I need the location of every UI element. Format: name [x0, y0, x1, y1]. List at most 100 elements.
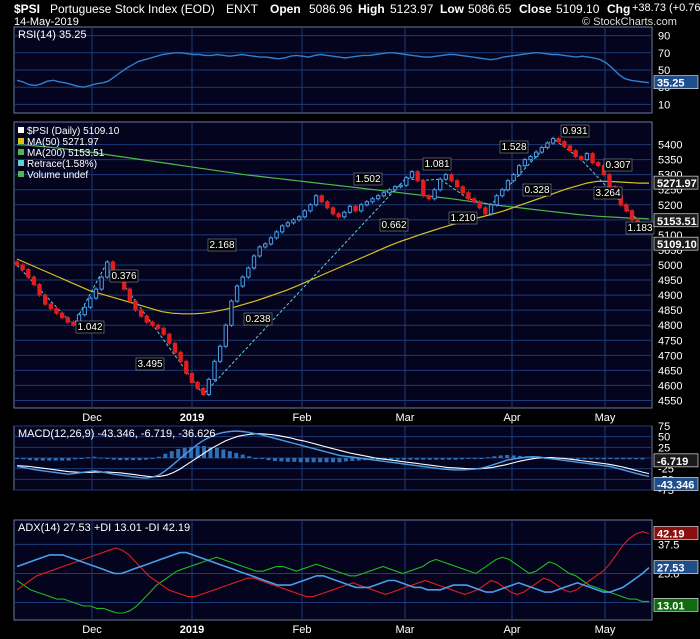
- macd-histogram-bar: [137, 458, 142, 461]
- candle-body: [319, 195, 324, 203]
- adx-y-tick-label: 37.5: [658, 539, 679, 551]
- candle-body: [285, 222, 291, 227]
- plus-di-value: 13.01: [657, 600, 685, 612]
- plus-di-line: [16, 556, 649, 614]
- macd-histogram-bar: [318, 458, 323, 463]
- candle-body: [280, 225, 285, 233]
- retrace-label-box: [593, 186, 623, 200]
- exchange: ENXT: [226, 2, 259, 16]
- macd-histogram-bar: [356, 458, 361, 461]
- macd-histogram-bar: [608, 458, 613, 459]
- candle-body: [415, 171, 420, 182]
- candle-body: [579, 156, 584, 161]
- candle-body: [93, 288, 99, 299]
- retrace-label: 1.183: [627, 223, 652, 234]
- macd-signal-value: -6.719: [657, 456, 688, 468]
- macd-histogram-bar: [272, 458, 277, 461]
- candle-body: [494, 195, 499, 206]
- macd-histogram-bar: [163, 453, 168, 458]
- candle-body: [217, 345, 223, 362]
- retrace-label-box: [75, 320, 105, 334]
- high-label: High: [358, 2, 385, 16]
- candle-body: [37, 284, 42, 296]
- macd-histogram-bar: [453, 458, 458, 460]
- retrace-label-box: [422, 157, 452, 171]
- macd-histogram-bar: [15, 458, 19, 459]
- retrace-label: 3.264: [595, 188, 620, 199]
- retrace-label: 0.238: [245, 314, 270, 325]
- candle-body: [556, 138, 561, 143]
- retrace-label: 2.168: [209, 240, 234, 251]
- close-label: Close: [519, 2, 552, 16]
- price-legend-entry: Retrace(1.58%): [27, 159, 97, 170]
- retrace-label-box: [379, 218, 409, 232]
- candle-body: [533, 151, 539, 158]
- macd-histogram-bar: [182, 447, 187, 458]
- ma200-value-box: [653, 213, 699, 228]
- candle-body: [584, 153, 590, 161]
- macd-histogram-bar: [479, 458, 484, 459]
- macd-histogram-bar: [79, 458, 84, 459]
- candle-body: [488, 204, 494, 215]
- candle-body: [133, 300, 138, 311]
- adx-last-value-box: [653, 560, 699, 574]
- price-y-tick-label: 4550: [658, 395, 682, 407]
- macd-histogram-bar: [569, 458, 574, 460]
- candle-body: [454, 180, 460, 188]
- macd-histogram-bar: [227, 451, 232, 458]
- price-y-tick-label: 4800: [658, 320, 682, 332]
- macd-histogram-bar: [47, 458, 52, 461]
- macd-histogram-bar: [53, 458, 58, 461]
- macd-histogram-bar: [492, 456, 497, 458]
- watermark: © StockCharts.com: [582, 16, 677, 28]
- close-value: 5109.10: [556, 2, 600, 16]
- retrace-label-box: [109, 269, 139, 283]
- ma50-value: 5271.97: [657, 178, 697, 190]
- candle-body: [150, 321, 155, 326]
- macd-histogram-bar: [427, 458, 432, 460]
- candle-body: [370, 198, 375, 203]
- plus-di-value-box: [653, 598, 699, 612]
- candle-body: [155, 324, 161, 329]
- candle-body: [138, 309, 144, 317]
- candle-body: [342, 211, 347, 218]
- candle-body: [71, 321, 76, 326]
- macd-histogram-bar: [98, 457, 103, 459]
- price-legend-swatch: [18, 171, 24, 177]
- candle-body: [325, 201, 330, 209]
- candle-body: [421, 180, 426, 197]
- candle-body: [449, 174, 454, 182]
- macd-histogram-bar: [505, 455, 510, 458]
- macd-last-value-box: [653, 477, 699, 491]
- candle-body: [313, 195, 319, 206]
- rsi-y-tick-label: 90: [658, 31, 670, 43]
- candle-body: [398, 184, 403, 188]
- rsi-line: [16, 52, 650, 88]
- candle-body: [596, 162, 601, 167]
- rsi-last-value-box: [653, 75, 699, 89]
- candle-body: [263, 243, 268, 248]
- macd-histogram-bar: [634, 458, 639, 460]
- macd-histogram-bar: [285, 458, 290, 462]
- candle-body: [178, 351, 183, 362]
- price-legend-swatch: [18, 160, 24, 166]
- retrace-label: 1.502: [355, 174, 380, 185]
- price-y-tick-label: 4900: [658, 290, 682, 302]
- candle-body: [517, 165, 522, 176]
- candle-body: [105, 261, 110, 278]
- adx-x-label: Feb: [293, 624, 312, 636]
- candle-body: [246, 267, 251, 278]
- macd-histogram-bar: [260, 458, 265, 459]
- retrace-label: 0.931: [562, 126, 587, 137]
- retrace-label: 1.210: [450, 213, 475, 224]
- macd-histogram-bar: [311, 458, 316, 463]
- candle-body: [302, 210, 307, 218]
- price-x-label: 2019: [180, 412, 204, 424]
- macd-histogram-bar: [601, 458, 606, 460]
- macd-histogram-bar: [588, 458, 593, 460]
- retrace-label-box: [448, 211, 478, 225]
- candle-body: [59, 312, 65, 319]
- adx-x-label: Apr: [503, 624, 520, 636]
- candle-body: [409, 171, 415, 179]
- adx-last-value: 27.53: [657, 563, 685, 575]
